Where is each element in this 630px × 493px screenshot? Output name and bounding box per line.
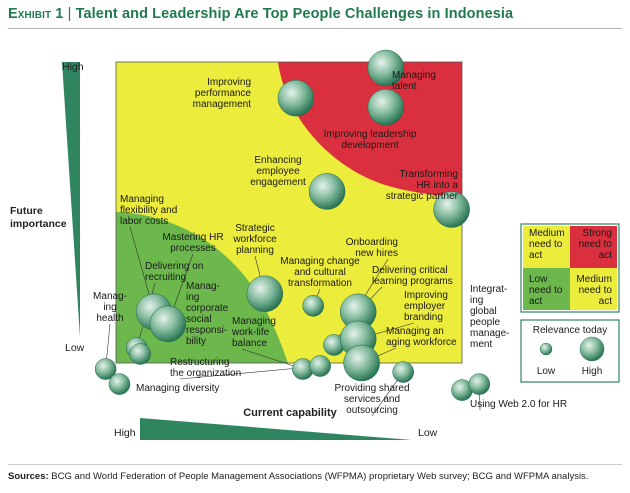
bubble-strategic-workforce-planning [246, 275, 284, 313]
label-managing-diversity: Managing diversity [136, 383, 219, 394]
label-managing-an-aging-workforce: Managing an aging workforce [386, 326, 457, 348]
legend-bottom-left-text: Low need to act [529, 274, 563, 307]
y-axis-wedge [62, 62, 80, 337]
y-axis-label-line1: Future [10, 205, 43, 217]
label-managing-flexibility-and-labor-costs: Managing flexibility and labor costs [120, 194, 177, 227]
label-managing-talent: Managing talent [392, 70, 436, 92]
title-separator: | [67, 6, 72, 22]
relevance-low-label: Low [537, 366, 556, 377]
bottom-rule [8, 464, 622, 465]
legend-top-left [523, 226, 570, 268]
sources-label: Sources: [8, 471, 49, 482]
bubble-managing-health [94, 358, 117, 380]
legend-top-left-text: Medium need to act [529, 228, 565, 261]
label-delivering-critical-learning-programs: Delivering critical learning programs [372, 265, 453, 287]
label-onboarding-new-hires: Onboarding new hires [346, 237, 398, 259]
label-improving-employer-branding: Improving employer branding [404, 290, 448, 323]
label-integrating-global-people-management: Integrat-ing global people manage-ment [470, 284, 509, 350]
label-managing-health: Manag-ing health [93, 291, 127, 324]
legend-bottom-right [570, 268, 617, 310]
bubble-transforming-hr-into-a-strategic-partner [433, 191, 470, 228]
y-axis-high: High [62, 61, 84, 73]
bubble-improving-performance-management [277, 79, 315, 117]
bubble-managing-talent [367, 49, 405, 87]
legend-bottom-right-text: Medium need to act [576, 274, 612, 307]
legend-top-right-text: Strong need to act [579, 228, 613, 261]
label-managing-corporate-social-responsibility: Manag-ing corporate social responsi-bility [186, 281, 229, 347]
label-mastering-hr-processes: Mastering HR processes [162, 232, 223, 254]
bubble-managing-diversity [108, 373, 131, 395]
relevance-high-label: High [582, 366, 603, 377]
bubble-managing-an-aging-workforce [343, 344, 380, 382]
bubble-improving-leadership-development [367, 88, 405, 126]
sources-note: Sources: BCG and World Federation of Peo… [8, 471, 588, 482]
page-title: Talent and Leadership Are Top People Cha… [75, 6, 514, 22]
label-using-web-2-0-for-hr: Using Web 2.0 for HR [470, 399, 567, 410]
bubble-restructuring-the-organization [309, 355, 331, 377]
relevance-high-bubble [579, 336, 605, 362]
x-axis-wedge [140, 418, 412, 440]
bubble-managing-change-and-cultural-transformation [302, 295, 324, 317]
quadrant-legend: Medium need to act Strong need to act Low need … [520, 223, 620, 313]
label-restructuring-the-organization: Restructuring the organization [170, 357, 241, 379]
bubble-enhancing-employee-engagement [308, 173, 346, 210]
sources-text: BCG and World Federation of People Manag… [51, 471, 589, 482]
label-improving-leadership-development: Improving leadership development [324, 129, 417, 151]
y-axis-label-line2: importance [10, 218, 67, 230]
exhibit-label: Exhibit 1 [8, 6, 64, 22]
relevance-legend-title: Relevance today [533, 325, 608, 336]
relevance-low-bubble [539, 342, 553, 356]
x-axis-label: Current capability [243, 407, 337, 419]
label-transforming-hr-into-a-strategic-partner: Transforming HR into a strategic partner [386, 169, 459, 202]
x-axis-low: Low [418, 427, 438, 439]
point-labels: Managing talent Improving leadership develo… [93, 70, 567, 416]
legend-bottom-left [523, 268, 570, 310]
exhibit-title: Exhibit 1 | Talent and Leadership Are To… [8, 6, 513, 22]
bubbles [94, 49, 491, 401]
y-axis-low: Low [65, 342, 85, 354]
label-improving-performance-management: Improving performance management [193, 77, 252, 110]
label-delivering-on-recruiting: Delivering on recruiting [145, 261, 203, 283]
label-managing-work-life-balance: Managing work-life balance [231, 316, 276, 349]
red-zone [278, 62, 462, 197]
legend-border [520, 223, 620, 313]
bubble-providing-shared-services-and-outsourcing [392, 361, 414, 383]
bubble-managing-corporate-social-responsibility [129, 343, 151, 365]
label-managing-change-and-cultural-transformation: Managing change and cultural transformatio… [280, 256, 360, 289]
scatter-chart: High Low Future importance High Low Curr… [10, 49, 620, 440]
title-rule [8, 28, 622, 29]
relevance-legend: Relevance today Low High [520, 319, 620, 383]
label-providing-shared-services-and-outsourcing: Providing shared services and outsourcing [334, 383, 409, 416]
label-enhancing-employee-engagement: Enhancing employee engagement [250, 155, 306, 188]
label-strategic-workforce-planning: Strategic workforce planning [232, 223, 277, 256]
legend-top-right [570, 226, 617, 268]
x-axis-high: High [114, 427, 136, 439]
bubble-using-web-2-0-for-hr [468, 373, 491, 395]
bubble-mastering-hr-processes [149, 305, 187, 343]
